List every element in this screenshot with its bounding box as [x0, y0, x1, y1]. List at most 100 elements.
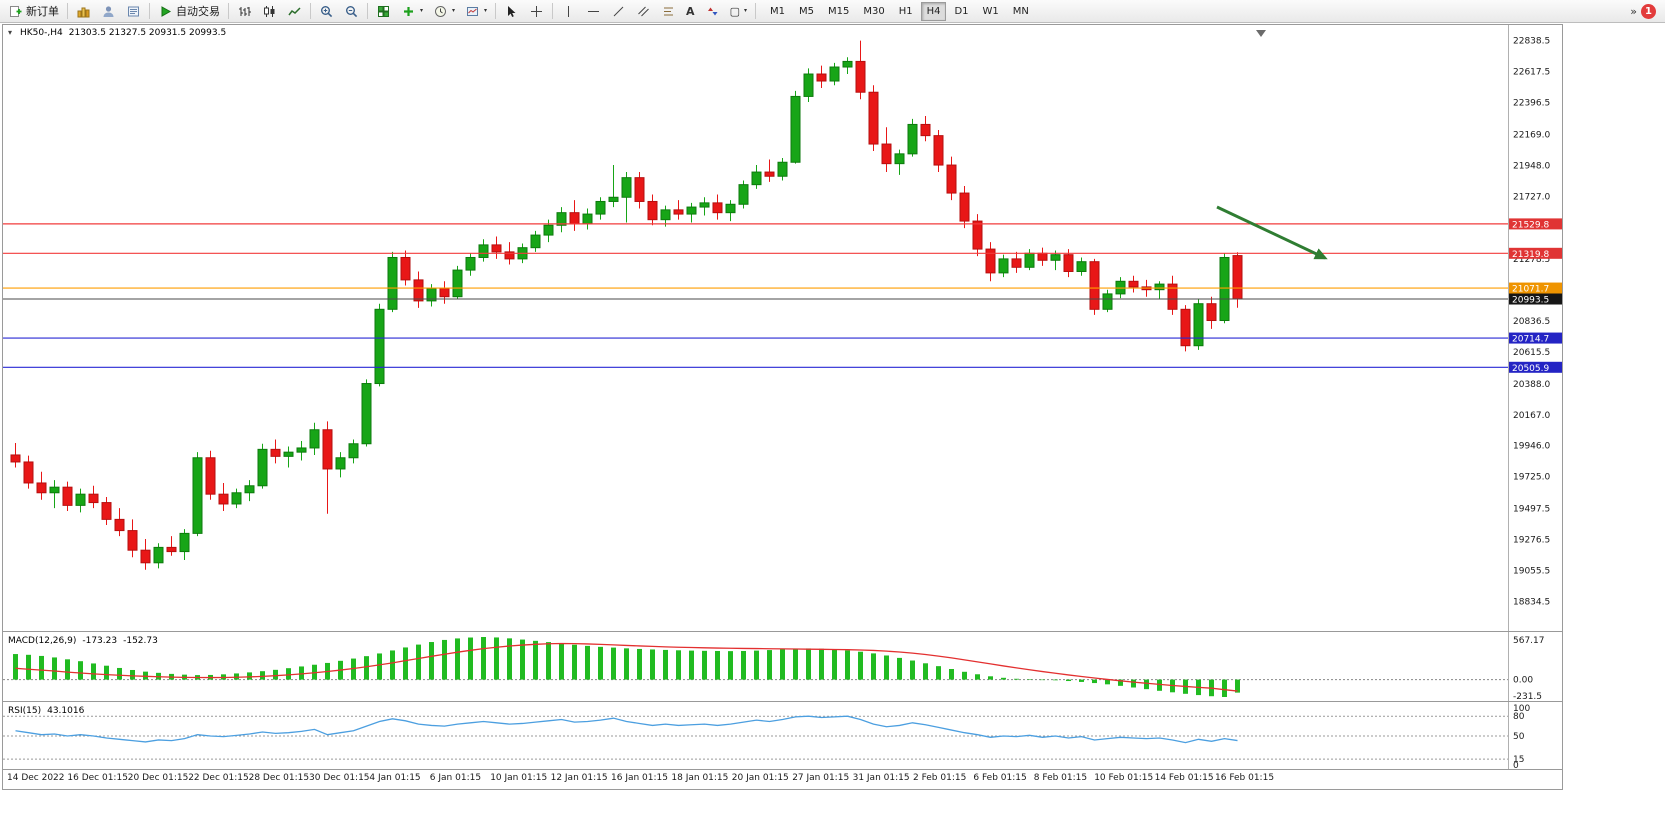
price-tag-label: 20505.9	[1512, 364, 1549, 374]
macd-histogram-bar	[637, 648, 642, 680]
price-tag	[1509, 332, 1562, 344]
shapes-button[interactable]: ▢ ▾	[725, 1, 752, 22]
candle	[205, 457, 216, 495]
timeframe-button-w1[interactable]: W1	[982, 5, 999, 17]
arrows-button[interactable]	[700, 1, 725, 22]
price-axis-label: 19497.5	[1513, 505, 1550, 515]
horizontal-line-button[interactable]	[581, 1, 606, 22]
macd-histogram-bar	[611, 647, 616, 680]
macd-histogram-bar	[624, 648, 629, 680]
price-axis-label: 22617.5	[1513, 68, 1550, 78]
chart-collapse-icon[interactable]: ▾	[8, 28, 13, 37]
time-axis-label: 28 Dec 01:15	[248, 773, 310, 783]
new-order-button[interactable]: 新订单	[3, 1, 64, 22]
text-tool-icon: A	[686, 4, 695, 18]
candle	[1232, 255, 1243, 300]
macd-histogram-bar	[897, 657, 902, 680]
candle	[179, 532, 190, 553]
timeframe-button-h4[interactable]: H4	[920, 1, 947, 21]
autotrading-button[interactable]: 自动交易	[153, 1, 225, 22]
indicators-button[interactable]: ▾	[396, 1, 428, 22]
zoom-out-button[interactable]	[339, 1, 364, 22]
macd-histogram-bar	[234, 673, 239, 680]
candle	[543, 224, 554, 236]
price-axis-label: 20836.5	[1513, 317, 1550, 327]
macd-histogram-bar	[299, 666, 304, 680]
cursor-button[interactable]	[499, 1, 524, 22]
macd-histogram-bar	[650, 649, 655, 680]
candle	[673, 209, 684, 215]
bar-chart-icon	[237, 4, 252, 19]
rsi-line	[15, 715, 1238, 744]
candle	[881, 143, 892, 165]
indicators-icon	[401, 4, 416, 19]
chart-canvas[interactable]: 22838.5 22617.5 22396.5 22169.0 21948.0 21727…	[3, 25, 1562, 770]
line-chart-button[interactable]	[282, 1, 307, 22]
toolbar-separator	[149, 3, 150, 19]
time-axis-label: 14 Feb 01:15	[1154, 773, 1214, 783]
fibonacci-button[interactable]	[656, 1, 681, 22]
vertical-line-button[interactable]	[556, 1, 581, 22]
macd-histogram-bar	[442, 639, 447, 680]
bar-chart-button[interactable]	[232, 1, 257, 22]
timeframe-button-m5[interactable]: M5	[798, 5, 814, 17]
time-axis-label: 16 Feb 01:15	[1215, 773, 1275, 783]
macd-histogram-bar	[923, 663, 928, 680]
toolbar-overflow-icon[interactable]: »	[1630, 4, 1637, 18]
toolbar-separator	[228, 3, 229, 19]
timeframe-button-d1[interactable]: D1	[954, 5, 969, 17]
crosshair-button[interactable]	[524, 1, 549, 22]
toolbar-separator	[552, 3, 554, 19]
candle	[257, 448, 268, 487]
notification-badge[interactable]: 1	[1641, 3, 1656, 19]
price-tag-label: 20714.7	[1512, 335, 1549, 345]
trendline-button[interactable]	[606, 1, 631, 22]
macd-histogram-bar	[754, 650, 759, 680]
zoom-in-button[interactable]	[314, 1, 339, 22]
timeframe-button-m1[interactable]: M1	[769, 5, 785, 17]
trend-arrow[interactable]	[1216, 205, 1328, 260]
channel-button[interactable]	[631, 1, 656, 22]
macd-histogram-bar	[910, 660, 915, 680]
candle	[725, 203, 736, 214]
timeframe-button-mn[interactable]: MN	[1012, 5, 1029, 17]
candle	[1102, 293, 1113, 310]
periods-button[interactable]: ▾	[428, 1, 460, 22]
toolbar: 新订单 自动交易	[0, 0, 1665, 23]
candle	[478, 244, 489, 258]
candle	[309, 429, 320, 449]
trendline-icon	[611, 4, 626, 19]
macd-histogram-bar	[91, 663, 96, 680]
candle	[452, 269, 463, 298]
price-axis-label: 21278.5	[1513, 255, 1550, 265]
macd-histogram-bar	[676, 650, 681, 680]
timeframe-button-m15[interactable]: M15	[827, 5, 850, 17]
charts-button[interactable]	[71, 1, 96, 22]
autotrading-label: 自动交易	[176, 5, 220, 18]
macd-histogram-bar	[65, 659, 70, 680]
templates-button[interactable]: ▾	[460, 1, 492, 22]
timeframe-button-m30[interactable]: M30	[863, 5, 885, 17]
candlestick-chart-button[interactable]	[257, 1, 282, 22]
macd-histogram-bar	[1079, 679, 1084, 682]
autotrading-icon	[158, 4, 173, 19]
candle	[166, 546, 177, 553]
candle	[10, 454, 21, 463]
data-window-button[interactable]	[121, 1, 146, 22]
clock-icon	[433, 4, 448, 19]
toolbar-separator	[310, 3, 311, 19]
macd-histogram-bar	[481, 637, 486, 680]
text-button[interactable]: A	[681, 1, 700, 22]
time-axis[interactable]: 14 Dec 2022 16 Dec 01:15 20 Dec 01:15 22 De…	[3, 772, 1562, 788]
charts-icon	[76, 4, 91, 19]
macd-histogram-bar	[1144, 679, 1149, 690]
zoom-in-icon	[319, 4, 334, 19]
profiles-button[interactable]	[96, 1, 121, 22]
timeframe-button-h1[interactable]: H1	[898, 5, 913, 17]
candle	[270, 448, 281, 457]
candle	[634, 177, 645, 202]
price-tag	[1509, 293, 1562, 305]
candle	[374, 308, 385, 385]
chart-shift-marker[interactable]	[1256, 30, 1266, 37]
tile-windows-button[interactable]	[371, 1, 396, 22]
